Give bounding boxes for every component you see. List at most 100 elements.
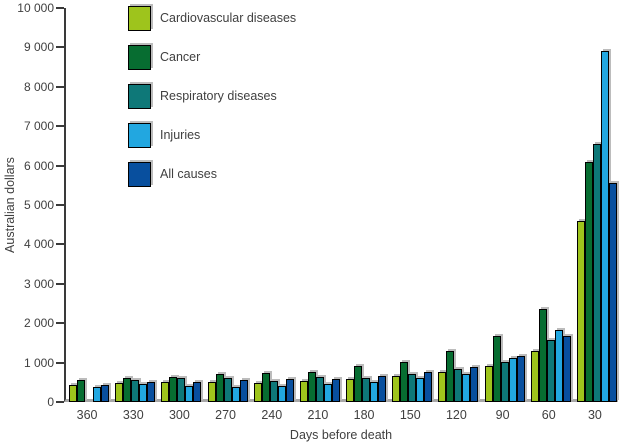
bar-cardiovascular-diseases-270 — [207, 382, 216, 402]
y-axis-tick — [56, 85, 64, 88]
bar-cancer-360 — [77, 379, 86, 402]
legend-label-all-causes: All causes — [160, 167, 217, 181]
legend-swatch-respiratory-diseases — [128, 84, 151, 109]
bar-all-causes-90 — [516, 355, 525, 402]
bar-cancer-300 — [169, 376, 178, 402]
bar-cardiovascular-diseases-150 — [392, 375, 401, 402]
y-axis-tick — [56, 243, 64, 246]
bar-respiratory-diseases-60 — [546, 340, 555, 402]
x-axis-tick-label: 30 — [587, 408, 602, 422]
bar-respiratory-diseases-240 — [269, 381, 278, 402]
y-axis-tick-label: 8 000 — [23, 79, 54, 94]
bar-cardiovascular-diseases-330 — [115, 383, 124, 402]
y-axis-tick — [56, 46, 64, 49]
x-axis-tick-label: 300 — [168, 408, 190, 422]
bar-respiratory-diseases-270 — [223, 378, 232, 402]
bar-all-causes-180 — [378, 375, 387, 402]
bar-cardiovascular-diseases-210 — [299, 380, 308, 402]
bar-respiratory-diseases-330 — [131, 380, 140, 402]
legend-swatch-cancer — [128, 45, 151, 70]
bar-all-causes-30 — [608, 183, 617, 402]
bar-injuries-360 — [93, 387, 102, 402]
x-axis-tick-label: 210 — [307, 408, 329, 422]
legend-swatch-injuries — [128, 123, 151, 148]
bar-cancer-120 — [446, 350, 455, 402]
x-axis-tick-label: 90 — [495, 408, 510, 422]
legend-label-cancer: Cancer — [160, 50, 201, 64]
bar-cardiovascular-diseases-120 — [438, 372, 447, 402]
y-axis-tick — [56, 361, 64, 364]
bar-injuries-270 — [231, 386, 240, 402]
bar-injuries-330 — [139, 384, 148, 402]
bar-respiratory-diseases-90 — [500, 361, 509, 402]
bar-injuries-210 — [323, 384, 332, 402]
y-axis-tick-label: 3 000 — [23, 276, 54, 291]
y-axis-tick — [56, 204, 64, 206]
bar-all-causes-240 — [285, 379, 294, 402]
x-axis-tick-label: 120 — [445, 408, 467, 422]
bar-cancer-240 — [261, 373, 270, 402]
bar-injuries-30 — [600, 51, 609, 402]
bar-cancer-270 — [215, 374, 224, 402]
y-axis-tick — [56, 401, 64, 403]
bar-all-causes-270 — [239, 379, 248, 402]
bar-injuries-240 — [277, 386, 286, 402]
x-axis-tick-label: 60 — [541, 408, 556, 422]
bar-cancer-150 — [400, 361, 409, 402]
bar-injuries-120 — [462, 374, 471, 402]
bar-injuries-60 — [554, 329, 563, 402]
bar-all-causes-120 — [470, 366, 479, 402]
bar-all-causes-330 — [147, 381, 156, 402]
x-axis-tick-label: 270 — [215, 408, 236, 422]
bar-all-causes-300 — [193, 381, 202, 402]
x-axis-tick-label: 240 — [261, 408, 283, 422]
bar-respiratory-diseases-180 — [362, 377, 371, 402]
y-axis-tick — [56, 125, 64, 128]
y-axis-tick-label: 2 000 — [23, 316, 54, 331]
bar-respiratory-diseases-210 — [315, 377, 324, 402]
y-axis-tick-label: 10 000 — [17, 1, 54, 15]
y-axis-tick — [56, 7, 64, 9]
legend-label-injuries: Injuries — [160, 128, 201, 142]
bar-cancer-30 — [584, 161, 593, 402]
bar-cardiovascular-diseases-30 — [576, 220, 585, 402]
y-axis-tick-label: 5 000 — [23, 198, 54, 212]
bar-all-causes-60 — [562, 336, 571, 402]
bar-cardiovascular-diseases-60 — [530, 350, 539, 402]
y-axis-tick-label: 1 000 — [23, 355, 54, 370]
bar-all-causes-150 — [424, 371, 433, 402]
x-axis-tick-label: 330 — [122, 408, 144, 422]
bar-cancer-210 — [307, 371, 316, 402]
x-axis-tick-label: 360 — [76, 408, 98, 422]
bar-all-causes-210 — [331, 378, 340, 402]
bar-cardiovascular-diseases-300 — [161, 382, 170, 402]
y-axis-tick-label: 6 000 — [23, 158, 54, 173]
legend-swatch-cardiovascular-diseases — [128, 6, 151, 31]
bar-injuries-180 — [370, 382, 379, 402]
bar-respiratory-diseases-150 — [408, 373, 417, 402]
bar-injuries-150 — [416, 377, 425, 402]
bar-cardiovascular-diseases-360 — [69, 385, 78, 402]
bar-cardiovascular-diseases-180 — [346, 379, 355, 402]
bar-respiratory-diseases-120 — [454, 368, 463, 402]
bar-cardiovascular-diseases-90 — [484, 365, 493, 402]
x-axis-tick-label: 150 — [399, 408, 421, 422]
y-axis-tick-label: 9 000 — [23, 40, 54, 55]
bar-respiratory-diseases-30 — [592, 143, 601, 402]
legend-swatch-all-causes — [128, 162, 151, 187]
y-axis-tick-label: 7 000 — [23, 119, 54, 134]
plot-area — [64, 8, 618, 402]
bar-cancer-180 — [354, 366, 363, 402]
x-axis-title: Days before death — [289, 428, 393, 442]
y-axis-tick-label: 0 — [47, 395, 54, 409]
bar-cancer-330 — [123, 377, 132, 402]
x-axis-tick-label: 180 — [353, 408, 375, 422]
bar-injuries-300 — [185, 385, 194, 402]
bar-cancer-90 — [492, 336, 501, 402]
bar-cardiovascular-diseases-240 — [253, 383, 262, 402]
legend-label-respiratory-diseases: Respiratory diseases — [160, 89, 277, 103]
bar-all-causes-360 — [101, 384, 110, 402]
y-axis-tick — [56, 282, 64, 285]
y-axis-tick-label: 4 000 — [23, 237, 54, 252]
